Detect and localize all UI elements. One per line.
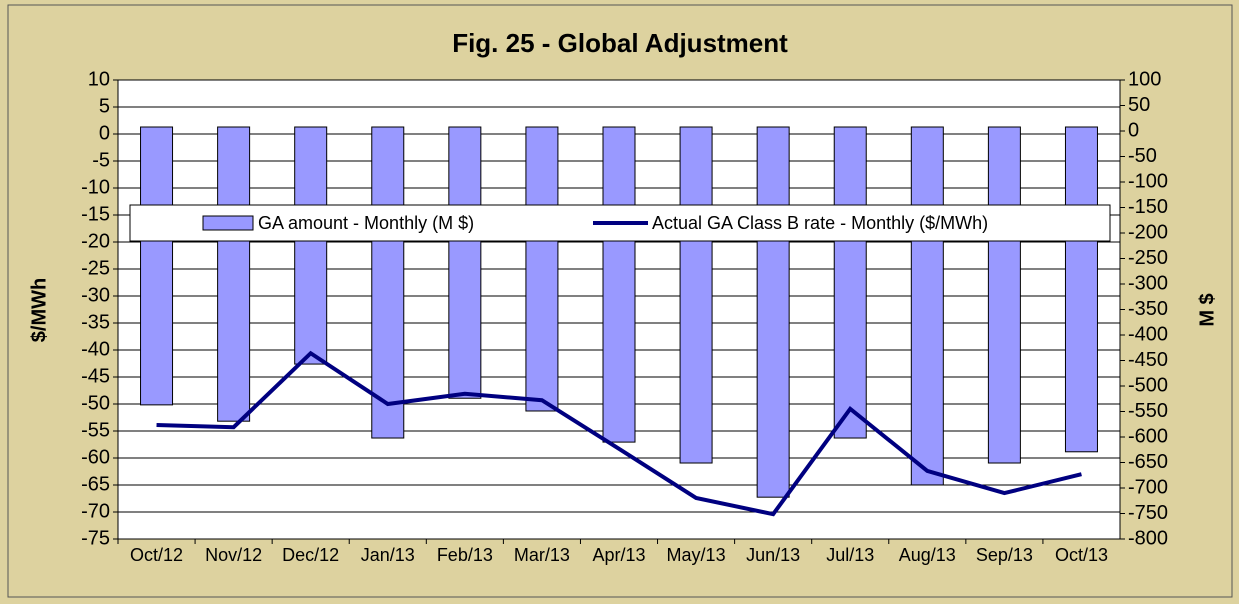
x-tick-label: Jun/13 — [746, 545, 800, 565]
bar — [1064, 126, 1098, 453]
bar — [217, 126, 251, 422]
plot-border — [117, 79, 1121, 540]
chart-border — [7, 4, 1233, 598]
x-tick-label: Mar/13 — [514, 545, 570, 565]
y-tick-label: -45 — [81, 365, 110, 387]
y2-tick-label: -150 — [1128, 196, 1168, 218]
bar — [679, 126, 713, 464]
y2-tick-label: 50 — [1128, 94, 1150, 116]
x-tick-label: Feb/13 — [437, 545, 493, 565]
legend-swatch — [202, 215, 254, 231]
x-tick-label: Jul/13 — [826, 545, 874, 565]
y2-tick-label: -100 — [1128, 170, 1168, 192]
x-tick-label: Oct/13 — [1055, 545, 1108, 565]
y2-tick-label: 0 — [1128, 119, 1139, 141]
bar — [756, 126, 790, 498]
y-tick-label: -20 — [81, 230, 110, 252]
y2-tick-label: -200 — [1128, 221, 1168, 243]
y-axis-title: $/MWh — [28, 278, 50, 342]
legend-label: Actual GA Class B rate - Monthly ($/MWh) — [652, 213, 988, 233]
y2-axis-title: M $ — [1196, 293, 1218, 326]
bar — [371, 126, 405, 439]
y-tick-label: -70 — [81, 500, 110, 522]
x-tick-label: Sep/13 — [976, 545, 1033, 565]
x-tick-label: Apr/13 — [592, 545, 645, 565]
x-tick-label: Dec/12 — [282, 545, 339, 565]
y2-tick-label: -250 — [1128, 247, 1168, 269]
x-tick-label: May/13 — [667, 545, 726, 565]
bar — [602, 126, 636, 443]
y-tick-label: 0 — [99, 122, 110, 144]
y-tick-label: -40 — [81, 338, 110, 360]
y-tick-label: -30 — [81, 284, 110, 306]
y-tick-label: -65 — [81, 473, 110, 495]
y-tick-label: -5 — [92, 149, 110, 171]
y2-tick-label: -800 — [1128, 527, 1168, 549]
bar — [910, 126, 944, 486]
bar — [987, 126, 1021, 464]
y2-tick-label: -400 — [1128, 323, 1168, 345]
y2-tick-label: -750 — [1128, 502, 1168, 524]
x-tick-label: Nov/12 — [205, 545, 262, 565]
bar — [833, 126, 867, 439]
y2-tick-label: -50 — [1128, 145, 1157, 167]
line — [156, 350, 1082, 517]
y-tick-label: -15 — [81, 203, 110, 225]
y-tick-label: -35 — [81, 311, 110, 333]
y-tick-label: -55 — [81, 419, 110, 441]
y-tick-label: -60 — [81, 446, 110, 468]
y2-tick-label: 100 — [1128, 68, 1161, 90]
legend-label: GA amount - Monthly (M $) — [258, 213, 474, 233]
chart-title: Fig. 25 - Global Adjustment — [452, 28, 788, 58]
y-tick-label: 5 — [99, 95, 110, 117]
y2-tick-label: -300 — [1128, 272, 1168, 294]
bar — [294, 126, 328, 365]
y2-tick-label: -350 — [1128, 298, 1168, 320]
y2-tick-label: -600 — [1128, 425, 1168, 447]
y-tick-label: -25 — [81, 257, 110, 279]
y2-tick-label: -500 — [1128, 374, 1168, 396]
y-tick-label: -50 — [81, 392, 110, 414]
x-tick-label: Oct/12 — [130, 545, 183, 565]
bar — [448, 126, 482, 399]
y-tick-label: -10 — [81, 176, 110, 198]
x-tick-label: Aug/13 — [899, 545, 956, 565]
y-tick-label: 10 — [88, 68, 110, 90]
bar — [140, 126, 174, 406]
y2-tick-label: -550 — [1128, 400, 1168, 422]
y-tick-label: -75 — [81, 527, 110, 549]
y2-tick-label: -650 — [1128, 451, 1168, 473]
bar — [525, 126, 559, 412]
y2-tick-label: -450 — [1128, 349, 1168, 371]
y2-tick-label: -700 — [1128, 476, 1168, 498]
x-tick-label: Jan/13 — [361, 545, 415, 565]
